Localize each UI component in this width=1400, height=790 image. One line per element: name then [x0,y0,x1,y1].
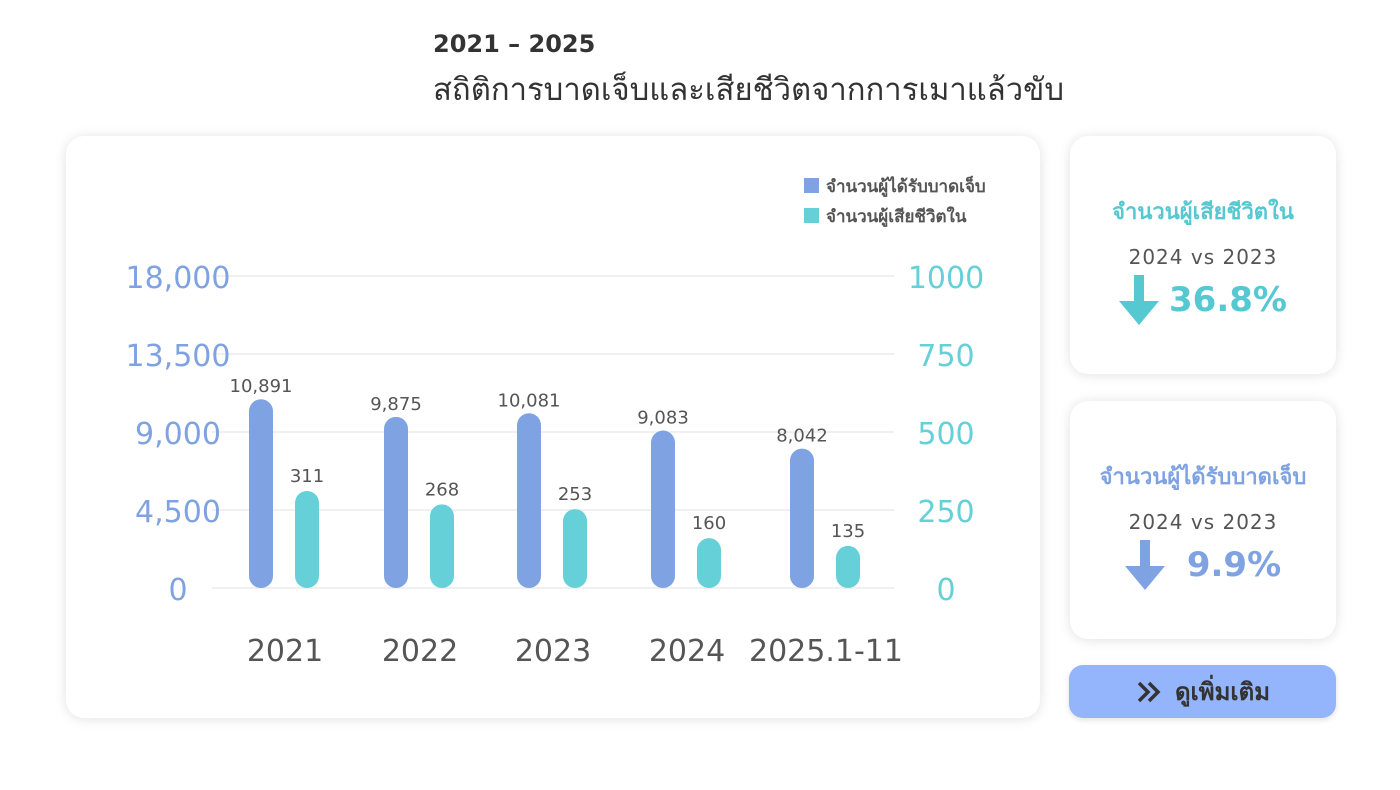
stat-card-injuries: จำนวนผู้ได้รับบาดเจ็บ 2024 vs 2023 9.9% [1070,401,1336,639]
x-tick-label: 2025.1-11 [749,634,903,669]
left-tick-label: 18,000 [126,261,231,296]
legend-swatch-injured [804,178,819,193]
bar-injured [249,399,273,588]
arrow-down-icon [1124,540,1165,590]
bar-chart: 0 0 4,500 250 9,000 500 13,500 750 18,000 1000 10,… [126,174,986,669]
x-tick-label: 2024 [649,634,725,669]
right-tick-label: 0 [936,573,955,608]
data-label-injured: 9,875 [370,394,422,415]
legend-label-deaths: จำนวนผู้เสียชีวิตใน [826,206,967,228]
right-tick-label: 1000 [908,261,984,296]
bar-deaths [836,545,860,588]
chart-subtitle: 2021 – 2025 [433,30,596,58]
left-tick-label: 13,500 [126,339,231,374]
data-label-injured: 10,891 [230,376,293,397]
data-label-injured: 8,042 [776,426,828,447]
right-tick-label: 750 [917,339,974,374]
bar-deaths [697,538,721,588]
stat-card-deaths: จำนวนผู้เสียชีวิตใน 2024 vs 2023 36.8% [1070,136,1336,374]
data-label-deaths: 253 [558,484,592,505]
data-label-injured: 9,083 [637,408,689,429]
more-button[interactable]: ดูเพิ่มเติม [1069,665,1336,718]
more-button-label: ดูเพิ่มเติม [1174,678,1271,706]
data-label-deaths: 160 [692,513,726,534]
stat-change: 36.8% [1169,280,1287,320]
stat-change: 9.9% [1186,545,1282,585]
right-tick-label: 250 [917,495,974,530]
stat-compare: 2024 vs 2023 [1128,245,1278,269]
x-tick-label: 2022 [382,634,458,669]
bar-deaths [563,509,587,588]
header: 2021 – 2025 สถิติการบาดเจ็บและเสียชีวิตจ… [433,30,1064,114]
bar-deaths [430,504,454,588]
x-tick-label: 2023 [515,634,591,669]
bar-injured [651,430,675,588]
legend-label-injured: จำนวนผู้ได้รับบาดเจ็บ [826,174,986,198]
left-tick-label: 9,000 [135,417,221,452]
right-tick-label: 500 [917,417,974,452]
data-label-deaths: 268 [425,479,459,500]
bar-deaths [295,490,319,588]
bar-injured [790,448,814,588]
data-label-deaths: 311 [290,466,324,487]
chart-card: 0 0 4,500 250 9,000 500 13,500 750 18,000 1000 10,… [66,136,1040,718]
arrow-down-icon [1119,275,1160,325]
data-label-deaths: 135 [831,521,865,542]
stat-label: จำนวนผู้ได้รับบาดเจ็บ [1099,465,1307,490]
data-label-injured: 10,081 [498,390,561,411]
x-tick-label: 2021 [247,634,323,669]
left-tick-label: 4,500 [135,495,221,530]
stat-compare: 2024 vs 2023 [1128,510,1278,534]
legend-swatch-deaths [804,208,819,223]
stat-label: จำนวนผู้เสียชีวิตใน [1112,200,1294,225]
bar-injured [517,413,541,588]
double-chevron-right-icon [1137,681,1161,702]
bar-injured [384,416,408,588]
left-tick-label: 0 [168,573,187,608]
chart-title: สถิติการบาดเจ็บและเสียชีวิตจากการเมาแล้ว… [433,72,1065,108]
